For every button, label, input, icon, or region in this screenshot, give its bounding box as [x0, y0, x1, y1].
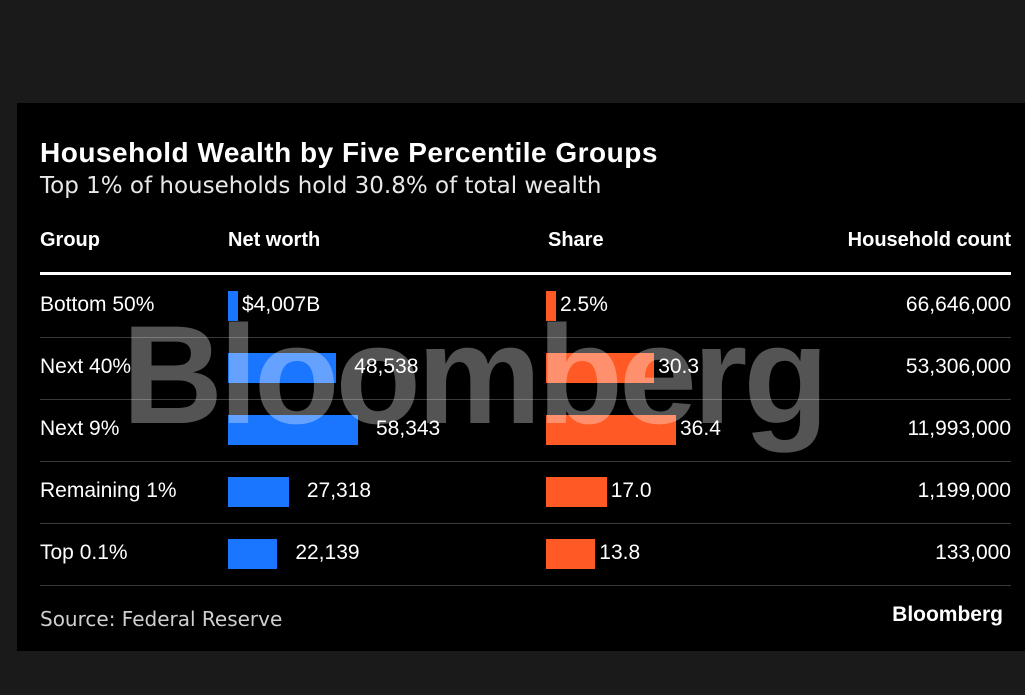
row-divider [40, 399, 1011, 400]
share-value: 36.4 [680, 417, 721, 440]
household-count-value: 53,306,000 [905, 355, 1011, 378]
share-bar [546, 539, 596, 569]
row-label: Remaining 1% [40, 479, 177, 502]
share-value: 17.0 [610, 479, 652, 502]
household-count-value: 1,199,000 [917, 479, 1011, 502]
share-value: 30.3 [658, 355, 700, 378]
net-worth-bar [228, 415, 358, 445]
row-divider [40, 337, 1011, 338]
bloomberg-logo: Bloomberg [892, 603, 1003, 626]
row-divider [40, 461, 1011, 462]
net-worth-bar [228, 539, 278, 569]
header-share: Share [548, 229, 604, 251]
net-worth-bar [228, 291, 238, 321]
net-worth-bar [228, 477, 289, 507]
share-bar [546, 477, 607, 507]
chart-title: Household Wealth by Five Percentile Grou… [40, 137, 658, 168]
header-group: Group [40, 229, 100, 251]
row-label: Top 0.1% [40, 541, 128, 564]
household-count-value: 66,646,000 [905, 293, 1011, 316]
net-worth-value: $4,007B [242, 293, 321, 316]
share-bar [546, 291, 556, 321]
row-label: Next 9% [40, 417, 120, 440]
row-divider [40, 523, 1011, 524]
net-worth-value: 22,139 [295, 541, 360, 564]
net-worth-bar [228, 353, 337, 383]
share-bar [546, 415, 676, 445]
net-worth-value: 48,538 [354, 355, 419, 378]
row-divider [40, 585, 1011, 586]
header-rule [40, 272, 1011, 275]
share-value: 2.5% [560, 293, 608, 316]
source-note: Source: Federal Reserve [40, 607, 283, 631]
household-count-value: 11,993,000 [907, 417, 1011, 440]
chart-subtitle: Top 1% of households hold 30.8% of total… [40, 173, 602, 199]
header-household-count: Household count [847, 229, 1011, 251]
row-label: Bottom 50% [40, 293, 155, 316]
household-count-value: 133,000 [935, 541, 1011, 564]
chart-card: Household Wealth by Five Percentile Grou… [17, 103, 1025, 651]
row-label: Next 40% [40, 355, 132, 378]
share-value: 13.8 [599, 541, 641, 564]
net-worth-value: 58,343 [376, 417, 441, 440]
net-worth-value: 27,318 [306, 479, 372, 502]
header-net-worth: Net worth [228, 229, 321, 251]
share-bar [546, 353, 655, 383]
